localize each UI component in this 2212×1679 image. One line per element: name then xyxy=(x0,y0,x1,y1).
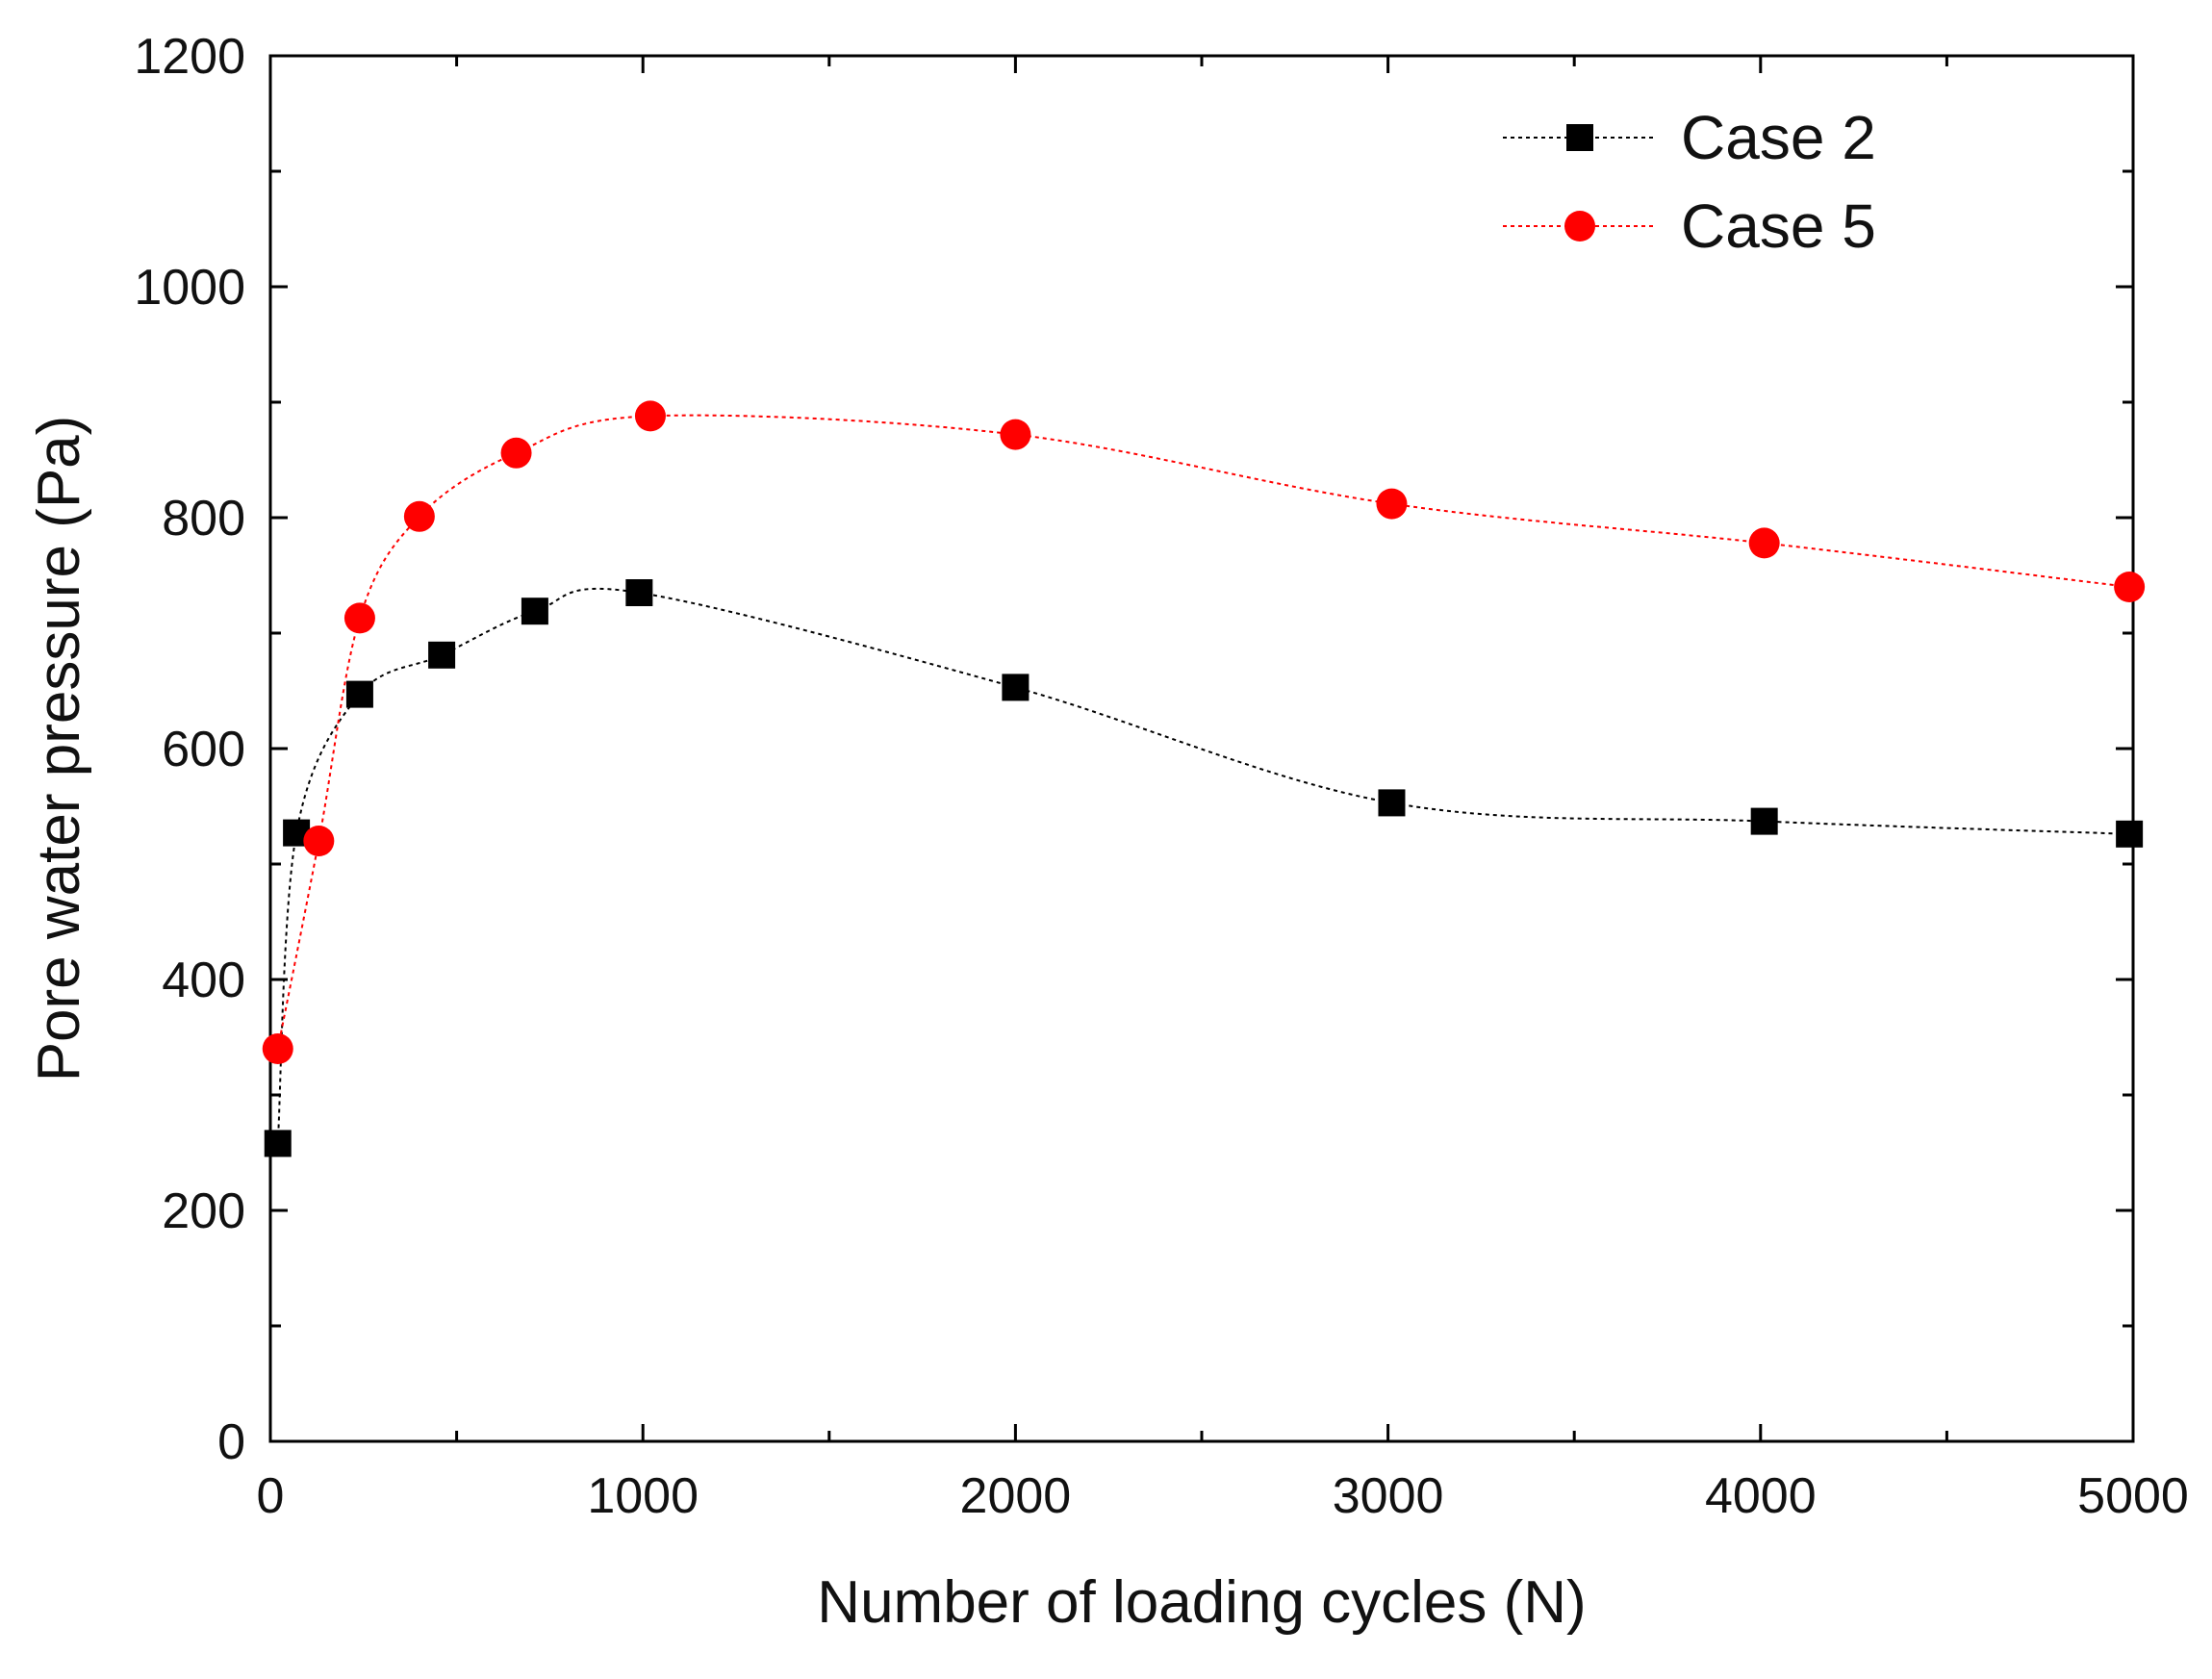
data-point-circle xyxy=(343,602,375,634)
x-axis-title: Number of loading cycles (N) xyxy=(817,1569,1586,1636)
data-point-circle xyxy=(262,1033,293,1064)
y-tick-label: 1200 xyxy=(134,29,245,85)
y-tick-label: 800 xyxy=(162,491,245,547)
x-tick-label: 0 xyxy=(257,1468,285,1524)
x-tick-label: 3000 xyxy=(1333,1468,1444,1524)
y-tick-label: 1000 xyxy=(134,260,245,316)
data-point-circle xyxy=(2114,572,2146,602)
data-point-square xyxy=(428,641,456,669)
series-line xyxy=(276,587,2130,1144)
x-tick-label: 2000 xyxy=(960,1468,1072,1524)
data-point-square xyxy=(625,579,653,606)
data-point-circle xyxy=(634,400,666,432)
x-tick-label: 4000 xyxy=(1705,1468,1817,1524)
data-point-square xyxy=(1002,674,1030,701)
x-tick-label: 5000 xyxy=(2077,1468,2189,1524)
data-point-circle xyxy=(1376,488,1408,520)
data-point-square xyxy=(1750,807,1778,835)
plot-series xyxy=(262,400,2146,1157)
legend-label: Case 5 xyxy=(1681,191,1876,261)
data-point-circle xyxy=(500,437,532,469)
data-point-square xyxy=(345,680,373,708)
legend: Case 2 Case 5 xyxy=(1503,103,1876,261)
y-tick-label: 0 xyxy=(217,1414,245,1470)
legend-circle-marker xyxy=(1564,211,1595,242)
legend-label: Case 2 xyxy=(1681,103,1876,172)
series-2 xyxy=(262,400,2146,1064)
data-point-square xyxy=(1378,789,1406,817)
x-tick-label: 1000 xyxy=(587,1468,699,1524)
y-tick-label: 200 xyxy=(162,1183,245,1239)
data-point-square xyxy=(521,598,548,625)
series-1 xyxy=(264,579,2144,1157)
axes: 0 1000 2000 3000 4000 5000 0 200 400 600 800 1000 12… xyxy=(134,29,2189,1524)
data-point-circle xyxy=(1748,527,1780,559)
y-tick-label: 600 xyxy=(162,722,245,777)
legend-square-marker xyxy=(1566,124,1593,151)
data-point-square xyxy=(264,1130,292,1157)
legend-item: Case 2 xyxy=(1503,103,1876,172)
y-axis-title: Pore water pressure (Pa) xyxy=(26,416,92,1082)
series-line xyxy=(276,414,2130,1050)
data-point-square xyxy=(2116,820,2144,848)
data-point-circle xyxy=(403,500,435,532)
legend-item: Case 5 xyxy=(1503,191,1876,261)
y-tick-label: 400 xyxy=(162,953,245,1008)
data-point-circle xyxy=(1000,419,1031,450)
data-point-circle xyxy=(303,826,335,856)
